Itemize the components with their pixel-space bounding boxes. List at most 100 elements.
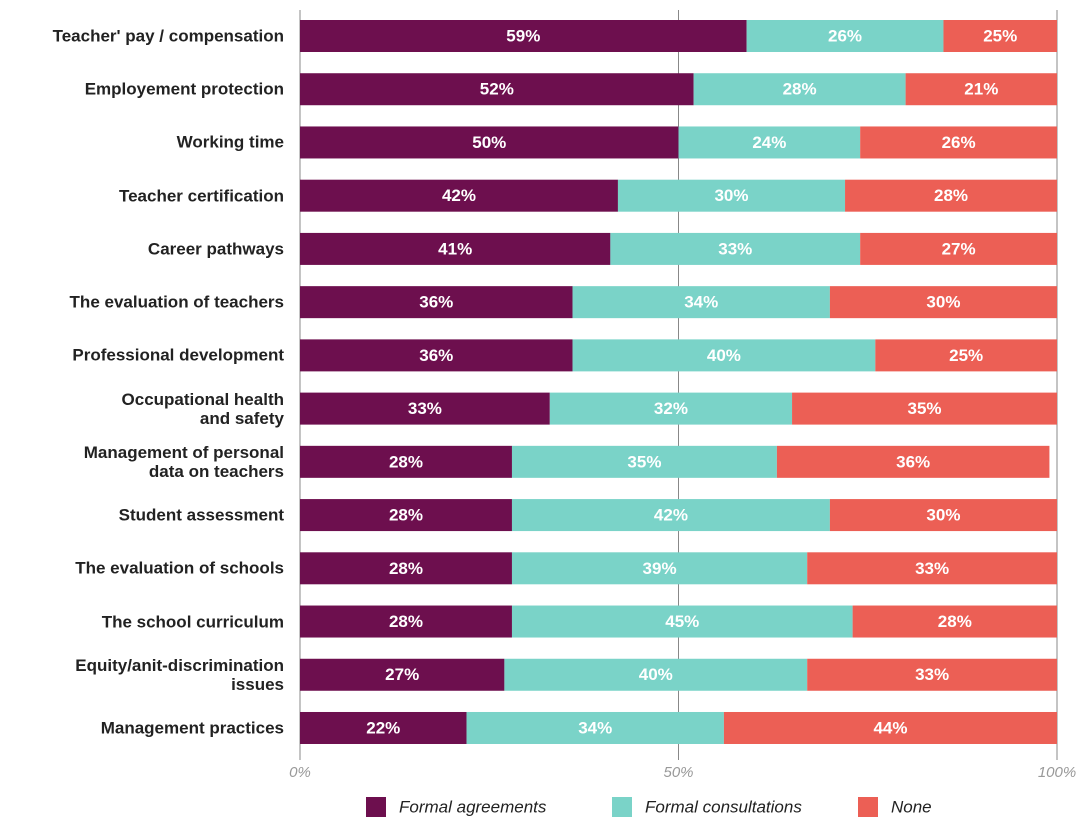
value-label: 21% bbox=[964, 80, 998, 99]
bar-segment bbox=[572, 339, 876, 372]
value-label: 33% bbox=[915, 559, 949, 578]
bar-segment bbox=[300, 126, 679, 159]
bar-segment bbox=[875, 339, 1057, 372]
value-label: 30% bbox=[714, 186, 748, 205]
category-label: Equity/anit-discrimination issues bbox=[75, 655, 284, 694]
bar-segment bbox=[860, 126, 1057, 159]
value-label: 39% bbox=[643, 559, 677, 578]
value-label: 42% bbox=[442, 186, 476, 205]
value-label: 28% bbox=[938, 612, 972, 631]
category-label: Employement protection bbox=[84, 79, 284, 99]
bar-segment bbox=[610, 232, 861, 265]
bar-segment bbox=[504, 658, 808, 691]
category-label: Professional development bbox=[72, 345, 284, 365]
bar-segment bbox=[300, 552, 512, 585]
bar-segment bbox=[860, 232, 1057, 265]
bar-segment bbox=[300, 73, 694, 106]
bar-segment bbox=[300, 232, 611, 265]
value-label: 36% bbox=[419, 346, 453, 365]
bar-segment bbox=[905, 73, 1057, 106]
bar-segment bbox=[300, 658, 505, 691]
value-label: 27% bbox=[385, 665, 419, 684]
value-label: 28% bbox=[389, 612, 423, 631]
bar-segment bbox=[300, 605, 512, 638]
value-label: 33% bbox=[915, 665, 949, 684]
x-tick-label: 100% bbox=[1038, 764, 1076, 781]
value-label: 33% bbox=[718, 239, 752, 258]
x-tick-label: 0% bbox=[289, 764, 311, 781]
value-label: 30% bbox=[926, 293, 960, 312]
bar-segment bbox=[300, 499, 512, 532]
legend-swatch bbox=[366, 797, 386, 817]
value-label: 28% bbox=[389, 559, 423, 578]
value-label: 28% bbox=[934, 186, 968, 205]
value-label: 34% bbox=[684, 293, 718, 312]
bar-segment bbox=[746, 20, 944, 52]
legend-label: Formal consultations bbox=[645, 797, 802, 816]
bar-segment bbox=[852, 605, 1057, 638]
value-label: 35% bbox=[627, 452, 661, 471]
legend-swatch bbox=[858, 797, 878, 817]
bar-segment bbox=[511, 605, 853, 638]
value-label: 28% bbox=[389, 506, 423, 525]
value-label: 30% bbox=[926, 506, 960, 525]
category-label: Management of personal data on teachers bbox=[83, 442, 284, 481]
bar-segment bbox=[572, 286, 830, 319]
category-label: The evaluation of schools bbox=[75, 558, 284, 578]
bar-segment bbox=[300, 20, 747, 52]
value-label: 22% bbox=[366, 718, 400, 737]
bar-segment bbox=[776, 445, 1050, 478]
bar-segment bbox=[511, 445, 777, 478]
category-label: Career pathways bbox=[147, 239, 284, 259]
plot-area bbox=[300, 20, 1057, 744]
bar-segment bbox=[300, 339, 573, 372]
value-label: 40% bbox=[707, 346, 741, 365]
category-label: Teacher certification bbox=[118, 186, 284, 206]
legend-swatch bbox=[612, 797, 632, 817]
bar-segment bbox=[723, 711, 1057, 744]
value-label: 25% bbox=[983, 26, 1017, 45]
value-label: 50% bbox=[472, 133, 506, 152]
bar-segment bbox=[300, 392, 550, 425]
x-tick-label: 50% bbox=[663, 764, 693, 781]
value-label: 41% bbox=[438, 239, 472, 258]
bar-segment bbox=[693, 73, 906, 106]
bar-segment bbox=[829, 499, 1057, 532]
bar-segment bbox=[943, 20, 1057, 52]
bar-segment bbox=[300, 179, 618, 212]
bar-segment bbox=[617, 179, 846, 212]
value-label: 36% bbox=[419, 293, 453, 312]
value-label: 28% bbox=[783, 80, 817, 99]
bar-segment bbox=[300, 711, 467, 744]
value-label: 44% bbox=[873, 718, 907, 737]
bar-segment bbox=[466, 711, 724, 744]
value-label: 24% bbox=[752, 133, 786, 152]
category-label: The evaluation of teachers bbox=[69, 292, 284, 312]
category-label: Management practices bbox=[100, 718, 284, 738]
bar-segment bbox=[845, 179, 1057, 212]
bar-segment bbox=[511, 552, 808, 585]
bar-segment bbox=[792, 392, 1057, 425]
bar-segment bbox=[300, 286, 573, 319]
bar-segment bbox=[678, 126, 861, 159]
value-label: 32% bbox=[654, 399, 688, 418]
value-label: 34% bbox=[578, 718, 612, 737]
value-label: 42% bbox=[654, 506, 688, 525]
value-label: 33% bbox=[408, 399, 442, 418]
bar-segment bbox=[807, 552, 1057, 585]
legend-label: None bbox=[891, 797, 932, 816]
value-label: 26% bbox=[828, 26, 862, 45]
legend-label: Formal agreements bbox=[399, 797, 547, 816]
category-label: Student assessment bbox=[118, 505, 284, 525]
category-label: Teacher' pay / compensation bbox=[52, 26, 284, 46]
category-label: Occupational health and safety bbox=[121, 389, 284, 428]
value-label: 35% bbox=[908, 399, 942, 418]
value-label: 59% bbox=[506, 26, 540, 45]
value-label: 40% bbox=[639, 665, 673, 684]
value-label: 26% bbox=[942, 133, 976, 152]
bar-segment bbox=[807, 658, 1057, 691]
value-label: 52% bbox=[480, 80, 514, 99]
value-label: 28% bbox=[389, 452, 423, 471]
category-label: The school curriculum bbox=[101, 612, 284, 632]
